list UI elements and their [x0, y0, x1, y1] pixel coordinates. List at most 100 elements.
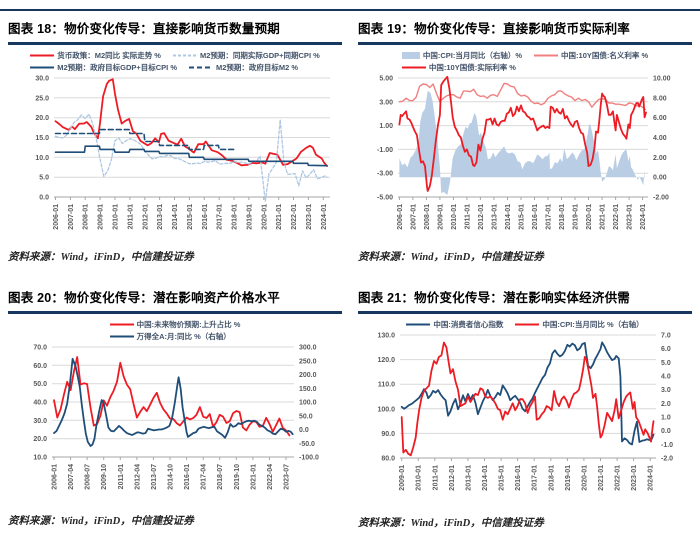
svg-text:2020-01: 2020-01 [586, 203, 593, 229]
figure-18-panel: 图表 18：物价变化传导：直接影响货币数量预期 货币政策：M2同比 实际走势 %… [0, 11, 350, 278]
svg-text:2014-01: 2014-01 [172, 203, 179, 229]
svg-text:2021-01: 2021-01 [600, 203, 607, 229]
line-swatch-icon [30, 66, 55, 69]
svg-text:-3.00: -3.00 [377, 170, 393, 177]
chart-plot: 70.0 60.0 50.0 40.0 30.0 20.0 10.0 300.0 250.0 20… [33, 344, 319, 489]
svg-text:2006-01: 2006-01 [397, 203, 404, 229]
legend-row: 中国:消费者信心指数 中国:CPI:当月同比 %（右轴） [406, 320, 644, 330]
svg-text:130.0: 130.0 [377, 332, 395, 339]
svg-text:2013-01: 2013-01 [157, 203, 164, 229]
svg-text:2007-01: 2007-01 [410, 203, 417, 229]
svg-text:200.0: 200.0 [299, 372, 317, 379]
svg-text:2024-01: 2024-01 [640, 203, 647, 229]
svg-text:2016-01: 2016-01 [515, 465, 522, 491]
svg-text:2019-01: 2019-01 [246, 203, 253, 229]
svg-text:2017-01: 2017-01 [546, 203, 553, 229]
legend-item: 货币政策：M2同比 实际走势 % [30, 51, 161, 61]
svg-text:100.0: 100.0 [299, 399, 317, 406]
svg-text:1.0: 1.0 [661, 414, 671, 421]
svg-text:0.0: 0.0 [661, 428, 671, 435]
svg-text:2016-01: 2016-01 [202, 203, 209, 229]
svg-text:2013-07: 2013-07 [151, 463, 158, 489]
figure-21-source: 资料来源：Wind，iFinD，中信建投证券 [358, 517, 544, 529]
svg-text:2021-01: 2021-01 [598, 465, 605, 491]
svg-text:2011-01: 2011-01 [432, 465, 439, 490]
svg-text:-50.0: -50.0 [299, 440, 315, 447]
svg-text:2.00: 2.00 [653, 154, 667, 161]
svg-text:2013-01: 2013-01 [491, 203, 498, 229]
svg-text:70.0: 70.0 [33, 344, 47, 351]
figure-grid: 图表 18：物价变化传导：直接影响货币数量预期 货币政策：M2同比 实际走势 %… [0, 11, 700, 537]
legend-row: 万得全A:月:同比 %（右轴） [109, 332, 231, 342]
figure-19-legend: 中国:CPI:当月同比（右轴）% 中国:10Y国债:名义利率 % 中国:10Y国债:… [358, 51, 692, 73]
svg-text:2022-01: 2022-01 [613, 203, 620, 229]
legend-label: 中国:10Y国债:名义利率 % [561, 51, 649, 60]
svg-text:15.0: 15.0 [35, 135, 49, 142]
legend-label: 中国:未来物价预期:上升占比 % [136, 320, 241, 329]
svg-text:2009-10: 2009-10 [101, 463, 108, 489]
top-divider [0, 9, 700, 11]
legend-item: M2预期：同期实际GDP+同期CPI % [172, 51, 320, 61]
line-swatch-icon [30, 54, 55, 57]
svg-text:3.00: 3.00 [379, 99, 393, 106]
svg-text:250.0: 250.0 [299, 358, 317, 365]
svg-text:3.0: 3.0 [661, 387, 671, 394]
svg-text:60.0: 60.0 [33, 362, 47, 369]
svg-text:2018-01: 2018-01 [232, 203, 239, 229]
svg-text:0.0: 0.0 [39, 194, 49, 201]
svg-text:2017-04: 2017-04 [201, 463, 208, 489]
svg-text:300.0: 300.0 [299, 344, 317, 351]
chart-plot: 30.0 25.0 20.0 15.0 10.0 5.0 0.0 2006-01 2007-01… [35, 75, 330, 229]
svg-text:2023-01: 2023-01 [627, 203, 634, 229]
figure-18-title-rule [8, 42, 342, 45]
svg-text:100.0: 100.0 [377, 406, 395, 413]
svg-text:2022-04: 2022-04 [267, 463, 274, 489]
chart-plot: 130.0 120.0 110.0 100.0 90.0 80.0 7.0 6.0 5.0 4.0… [377, 332, 673, 491]
svg-text:2006-01: 2006-01 [53, 203, 60, 229]
legend-row: 货币政策：M2同比 实际走势 % M2预期：同期实际GDP+同期CPI % [30, 51, 320, 61]
figure-18-title: 图表 18：物价变化传导：直接影响货币数量预期 [8, 22, 280, 36]
svg-text:110.0: 110.0 [378, 381, 395, 388]
svg-text:2.0: 2.0 [661, 401, 671, 408]
legend-row: 中国:10Y国债:实际利率 % [401, 63, 516, 73]
figure-19-title: 图表 19：物价变化传导：直接影响货币实际利率 [358, 22, 630, 36]
line-swatch-icon [172, 54, 197, 57]
svg-text:-2.00: -2.00 [653, 194, 669, 201]
svg-text:2017-01: 2017-01 [217, 203, 224, 229]
svg-text:2009-01: 2009-01 [98, 203, 105, 229]
legend-row: M2预期：政府目标GDP+目标CPI % M2预期：政府目标M2 % [30, 63, 298, 73]
figure-19-chart: 5.00 3.00 1.00 -1.00 -3.00 -5.00 10.00 8.00 6.00… [358, 74, 692, 242]
svg-text:2022-01: 2022-01 [615, 465, 622, 491]
legend-label: M2预期：政府目标M2 % [216, 62, 299, 72]
line-swatch-icon [401, 66, 426, 69]
svg-text:0.00: 0.00 [653, 174, 667, 181]
svg-text:2011-01: 2011-01 [118, 463, 125, 488]
svg-text:2012-01: 2012-01 [478, 203, 485, 229]
legend-row: 中国:CPI:当月同比（右轴）% 中国:10Y国债:名义利率 % [401, 51, 649, 61]
svg-text:10.0: 10.0 [35, 154, 49, 161]
svg-text:2010-01: 2010-01 [451, 203, 458, 229]
svg-text:2024-01: 2024-01 [321, 203, 328, 229]
svg-text:1.00: 1.00 [379, 123, 393, 130]
svg-text:-5.00: -5.00 [377, 194, 393, 201]
svg-text:6.0: 6.0 [661, 346, 671, 353]
svg-text:2021-01: 2021-01 [276, 203, 283, 229]
svg-text:2024-01: 2024-01 [648, 465, 655, 491]
svg-text:2023-07: 2023-07 [284, 463, 291, 489]
svg-text:5.0: 5.0 [661, 360, 671, 367]
svg-text:2010-01: 2010-01 [416, 465, 423, 491]
svg-text:2014-01: 2014-01 [505, 203, 512, 229]
svg-text:2012-01: 2012-01 [449, 465, 456, 491]
figure-18-chart: 30.0 25.0 20.0 15.0 10.0 5.0 0.0 2006-01 2007-01… [8, 74, 342, 242]
line-swatch-icon [189, 66, 214, 69]
svg-text:2011-01: 2011-01 [127, 203, 134, 228]
legend-label: 货币政策：M2同比 实际走势 % [57, 51, 161, 60]
figure-18-legend: 货币政策：M2同比 实际走势 % M2预期：同期实际GDP+同期CPI % M2预期… [8, 51, 342, 73]
svg-text:30.0: 30.0 [35, 75, 49, 82]
svg-text:2019-01: 2019-01 [565, 465, 572, 491]
legend-label: 中国:消费者信心指数 [433, 320, 504, 329]
figure-20-source: 资料来源：Wind，iFinD，中信建投证券 [8, 516, 194, 527]
svg-text:5.0: 5.0 [39, 174, 49, 181]
svg-text:2018-07: 2018-07 [217, 463, 224, 489]
